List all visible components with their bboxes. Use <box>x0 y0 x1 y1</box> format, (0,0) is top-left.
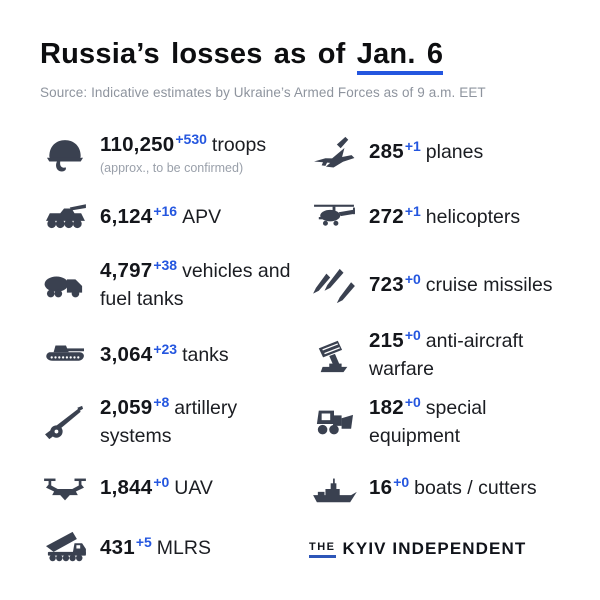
stat-label: cruise missiles <box>425 273 553 296</box>
stat-label: helicopters <box>425 205 521 228</box>
stat-delta: +1 <box>404 202 421 219</box>
stat-delta: +16 <box>153 202 178 219</box>
artillery-icon <box>40 404 90 442</box>
stat-delta: +38 <box>153 256 178 273</box>
helmet-icon <box>40 134 90 172</box>
page-title: Russia’s losses as of Jan. 6 <box>40 36 560 75</box>
title-text: Russia’s losses as of <box>40 38 357 70</box>
source-line: Source: Indicative estimates by Ukraine’… <box>40 85 486 100</box>
apc-icon <box>40 199 90 237</box>
stat-anti-aircraft: 215+0 anti-aircraft warfare <box>309 323 560 388</box>
stat-value: 16 <box>369 476 393 499</box>
stat-label: special equipment <box>369 397 487 447</box>
stat-delta: +0 <box>393 474 410 490</box>
stat-delta: +0 <box>153 474 170 490</box>
stat-delta: +530 <box>175 130 207 147</box>
stat-artillery: 2,059+8 artillery systems <box>40 388 291 458</box>
stat-label: artillery systems <box>100 397 238 447</box>
stat-boats: 16+0 boats / cutters <box>309 458 560 520</box>
stat-delta: +5 <box>135 534 152 550</box>
title-date-underlined: Jan. 6 <box>356 38 444 75</box>
stat-vehicles: 4,797+38 vehicles and fuel tanks <box>40 248 291 323</box>
fighter-jet-icon <box>309 134 359 172</box>
logo-the: THE <box>309 541 336 558</box>
stat-label: MLRS <box>156 537 211 559</box>
cruise-missiles-icon <box>309 267 359 305</box>
stat-value: 182 <box>369 396 404 419</box>
stat-value: 3,064 <box>100 342 153 366</box>
stat-value: 6,124 <box>100 204 153 228</box>
stat-apv: 6,124+16 APV <box>40 187 291 248</box>
stat-planes: 285+1 planes <box>309 119 560 187</box>
stat-value: 215 <box>369 328 404 352</box>
stat-delta: +0 <box>404 326 421 343</box>
stat-label: troops <box>211 133 267 156</box>
kyiv-independent-logo: THE KYIV INDEPENDENT <box>309 520 560 578</box>
stat-label: anti-aircraft warfare <box>369 329 524 380</box>
stat-delta: +0 <box>404 394 421 410</box>
stat-value: 2,059 <box>100 396 153 419</box>
stat-label: UAV <box>174 477 213 499</box>
stats-grid: 110,250+530 troops (approx., to be confir… <box>40 119 560 578</box>
stat-uav: 1,844+0 UAV <box>40 458 291 520</box>
stat-helicopters: 272+1 helicopters <box>309 187 560 248</box>
stat-label: APV <box>182 205 222 228</box>
stat-delta: +0 <box>404 270 421 287</box>
stat-special-equipment: 182+0 special equipment <box>309 388 560 458</box>
stat-label: vehicles and fuel tanks <box>100 259 291 310</box>
stat-label: planes <box>425 141 484 163</box>
stat-label: tanks <box>182 343 229 366</box>
stat-value: 431 <box>100 536 135 559</box>
special-equipment-icon <box>309 404 359 442</box>
stat-delta: +8 <box>153 394 170 410</box>
stat-mlrs: 431+5 MLRS <box>40 520 291 578</box>
drone-icon <box>40 470 90 508</box>
stat-value: 110,250 <box>100 132 175 156</box>
stat-value: 723 <box>369 272 404 296</box>
anti-aircraft-icon <box>309 337 359 375</box>
tank-icon <box>40 337 90 375</box>
stat-delta: +23 <box>153 340 178 357</box>
boat-icon <box>309 470 359 508</box>
stat-troops: 110,250+530 troops (approx., to be confir… <box>40 119 291 187</box>
stat-tanks: 3,064+23 tanks <box>40 323 291 388</box>
stat-delta: +1 <box>404 138 421 154</box>
stat-value: 1,844 <box>100 476 153 499</box>
stat-note: (approx., to be confirmed) <box>100 160 244 175</box>
stat-value: 285 <box>369 140 404 163</box>
mlrs-icon <box>40 530 90 568</box>
fuel-truck-icon <box>40 267 90 305</box>
helicopter-icon <box>309 199 359 237</box>
stat-value: 4,797 <box>100 258 153 282</box>
stat-value: 272 <box>369 204 404 228</box>
stat-label: boats / cutters <box>414 477 537 499</box>
stat-cruise-missiles: 723+0 cruise missiles <box>309 248 560 323</box>
logo-name: KYIV INDEPENDENT <box>342 539 527 558</box>
